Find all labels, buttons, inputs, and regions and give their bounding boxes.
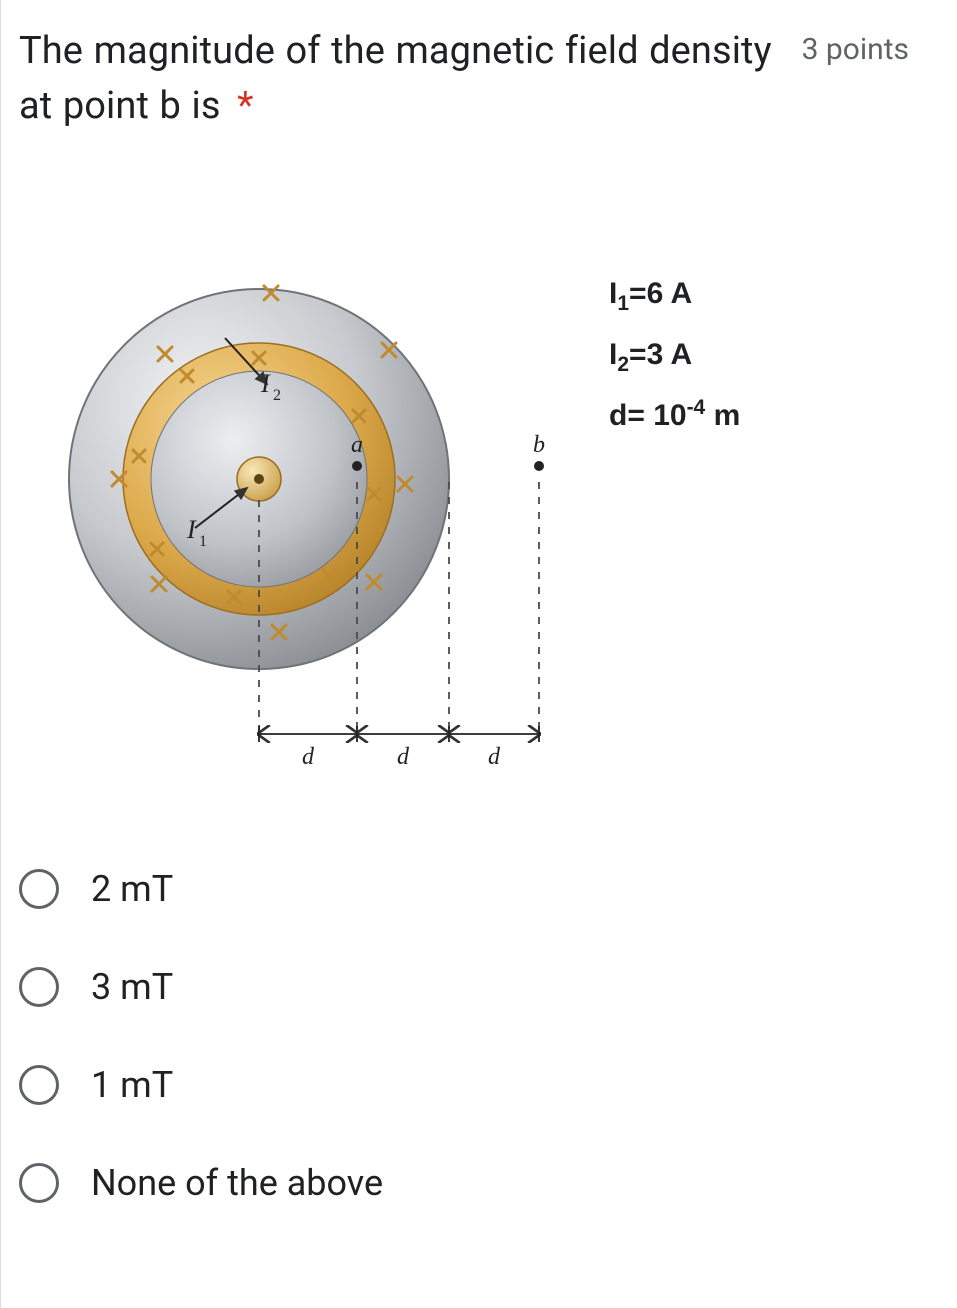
required-asterisk: *: [237, 84, 253, 128]
svg-text:a: a: [351, 432, 363, 458]
svg-text:1: 1: [199, 533, 207, 550]
radio-icon[interactable]: [19, 1065, 59, 1105]
question-header: The magnitude of the magnetic field dens…: [19, 24, 909, 134]
coaxial-diagram: I1I2abddd: [19, 234, 589, 798]
question-card: The magnitude of the magnetic field dens…: [0, 0, 957, 1308]
svg-text:d: d: [488, 744, 501, 770]
question-text: The magnitude of the magnetic field dens…: [19, 24, 782, 134]
param-d: d= 10-4 m: [609, 386, 740, 446]
figure-row: I1I2abddd I1=6 A I2=3 A d= 10-4 m: [19, 234, 909, 798]
svg-text:I: I: [260, 369, 271, 398]
option-row-0[interactable]: 2 mT: [19, 868, 909, 910]
param-i1: I1=6 A: [609, 264, 740, 325]
radio-icon[interactable]: [19, 869, 59, 909]
parameters-block: I1=6 A I2=3 A d= 10-4 m: [609, 234, 740, 446]
option-label: None of the above: [91, 1162, 383, 1204]
option-label: 1 mT: [91, 1064, 173, 1106]
svg-text:2: 2: [273, 387, 281, 404]
svg-text:b: b: [533, 432, 545, 458]
svg-text:d: d: [397, 744, 410, 770]
option-label: 3 mT: [91, 966, 173, 1008]
option-label: 2 mT: [91, 868, 173, 910]
svg-text:I: I: [186, 515, 197, 544]
option-row-1[interactable]: 3 mT: [19, 966, 909, 1008]
option-row-2[interactable]: 1 mT: [19, 1064, 909, 1106]
svg-text:d: d: [302, 744, 315, 770]
param-i2: I2=3 A: [609, 325, 740, 386]
points-label: 3 points: [802, 24, 909, 67]
question-text-content: The magnitude of the magnetic field dens…: [19, 29, 772, 128]
option-row-3[interactable]: None of the above: [19, 1162, 909, 1204]
radio-icon[interactable]: [19, 1163, 59, 1203]
radio-icon[interactable]: [19, 967, 59, 1007]
options-group: 2 mT 3 mT 1 mT None of the above: [19, 868, 909, 1204]
